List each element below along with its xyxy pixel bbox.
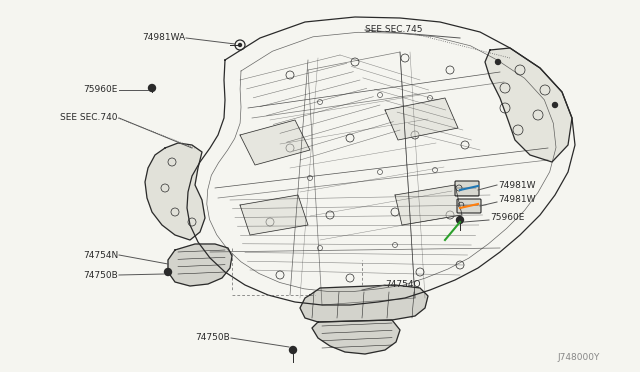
Text: 74981WA: 74981WA <box>142 33 185 42</box>
Text: J748000Y: J748000Y <box>557 353 600 362</box>
Text: 74754Q: 74754Q <box>385 280 420 289</box>
Text: 75960E: 75960E <box>490 214 524 222</box>
Polygon shape <box>300 285 428 322</box>
Polygon shape <box>385 98 458 140</box>
Circle shape <box>148 84 156 92</box>
Circle shape <box>239 44 241 46</box>
Circle shape <box>552 103 557 108</box>
Text: 74981W: 74981W <box>498 180 536 189</box>
Text: SEE SEC.745: SEE SEC.745 <box>365 26 422 35</box>
Polygon shape <box>240 195 308 235</box>
Polygon shape <box>240 120 310 165</box>
Text: 74750B: 74750B <box>83 270 118 279</box>
Text: 75960E: 75960E <box>84 86 118 94</box>
Polygon shape <box>395 185 462 225</box>
Circle shape <box>164 269 172 276</box>
Polygon shape <box>312 320 400 354</box>
FancyBboxPatch shape <box>457 199 481 213</box>
Text: 74750B: 74750B <box>195 334 230 343</box>
Text: 74981W: 74981W <box>498 196 536 205</box>
Polygon shape <box>168 244 232 286</box>
Text: SEE SEC.740: SEE SEC.740 <box>61 113 118 122</box>
Circle shape <box>495 60 500 64</box>
Circle shape <box>456 217 463 224</box>
Polygon shape <box>145 143 205 240</box>
Polygon shape <box>485 48 572 162</box>
FancyBboxPatch shape <box>455 181 479 196</box>
Circle shape <box>289 346 296 353</box>
Text: 74754N: 74754N <box>83 250 118 260</box>
